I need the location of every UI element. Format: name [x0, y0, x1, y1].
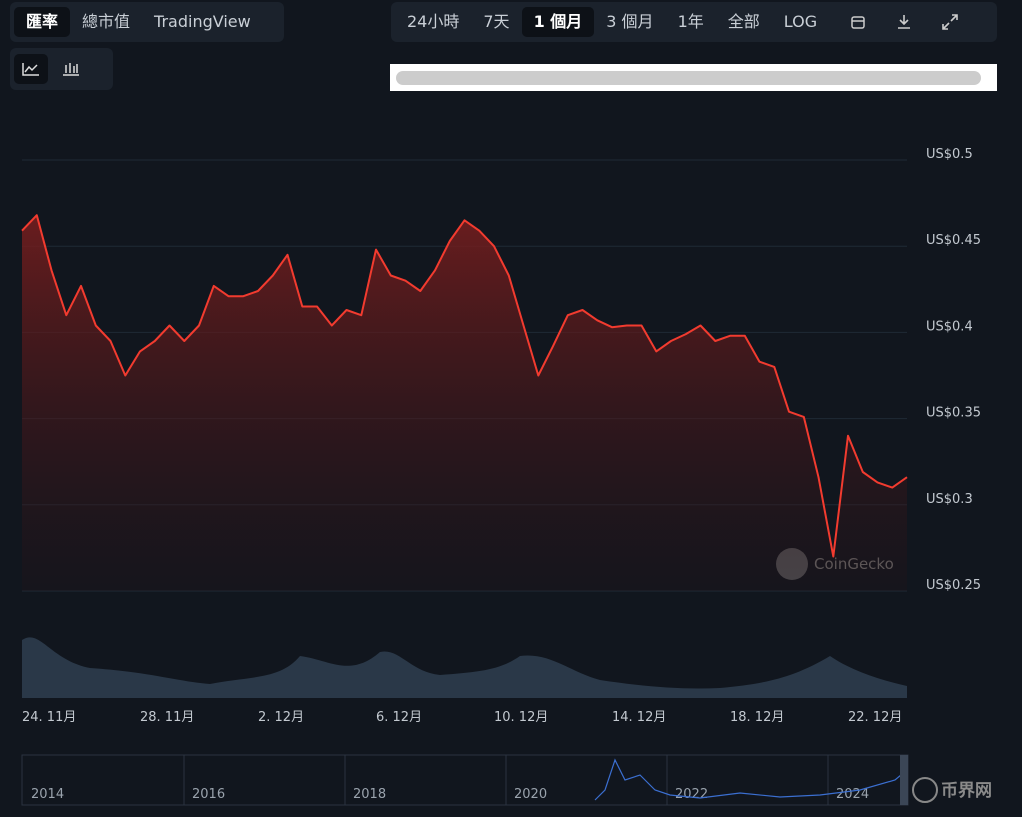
x-tick-label: 6. 12月 — [376, 710, 422, 725]
date-input[interactable] — [390, 64, 997, 91]
button[interactable]: 1年 — [677, 12, 704, 31]
navigator-labels: 2014 2016 2018 2020 2022 2024 — [31, 755, 869, 805]
y-tick-label: US$0.35 — [926, 406, 981, 421]
navigator-label: 2014 — [31, 787, 64, 802]
candle-chart-button[interactable] — [54, 54, 88, 84]
y-tick-label: US$0.45 — [926, 233, 981, 248]
y-tick-label: US$0.5 — [926, 147, 973, 162]
navigator-label: 2016 — [192, 787, 225, 802]
x-tick-label: 18. 12月 — [730, 710, 784, 725]
x-tick-label: 14. 12月 — [612, 710, 666, 725]
price-line — [21, 214, 908, 558]
navigator — [21, 754, 909, 806]
x-tick-label: 24. 11月 — [22, 710, 76, 725]
chart-style-bar — [10, 48, 113, 90]
navigator-label: 2022 — [675, 787, 708, 802]
logo: 币界网 — [941, 781, 992, 801]
y-tick-label: US$0.4 — [926, 319, 973, 334]
y-tick-label: US$0.25 — [926, 578, 981, 593]
x-tick-label: 22. 12月 — [848, 710, 902, 725]
button[interactable]: 1 個月 — [521, 7, 595, 37]
placeholder — [396, 71, 981, 85]
navigator-label: 2024 — [836, 787, 869, 802]
button[interactable]: 匯率 — [14, 7, 71, 37]
watermark-logo — [776, 548, 808, 580]
button[interactable]: 全部 — [727, 12, 760, 31]
button[interactable]: 24小時 — [407, 12, 460, 31]
button[interactable]: 7天 — [483, 12, 510, 31]
icon-button[interactable] — [887, 7, 921, 37]
logo-icon — [912, 777, 938, 803]
volume-area — [22, 637, 907, 698]
navigator-line — [594, 758, 908, 801]
button[interactable]: LOG — [783, 12, 818, 31]
button[interactable]: 總市值 — [82, 12, 131, 31]
navigator-label: 2018 — [353, 787, 386, 802]
tab-bar: 匯率 總市值 TradingView — [10, 2, 284, 42]
line-chart-button[interactable] — [14, 54, 48, 84]
button[interactable]: TradingView — [154, 12, 251, 31]
icon-button[interactable] — [933, 7, 967, 37]
navigator-label: 2020 — [514, 787, 547, 802]
range-bar: 24小時 7天 1 個月 3 個月 1年 全部 LOG — [391, 2, 997, 42]
x-tick-label: 2. 12月 — [258, 710, 304, 725]
y-tick-label: US$0.3 — [926, 492, 973, 507]
price-area — [22, 215, 907, 591]
watermark: CoinGecko — [814, 555, 894, 573]
icon-button[interactable] — [841, 7, 875, 37]
navigator-handle[interactable] — [900, 755, 908, 805]
x-tick-label: 28. 11月 — [140, 710, 194, 725]
x-tick-label: 10. 12月 — [494, 710, 548, 725]
button[interactable]: 3 個月 — [606, 12, 654, 31]
